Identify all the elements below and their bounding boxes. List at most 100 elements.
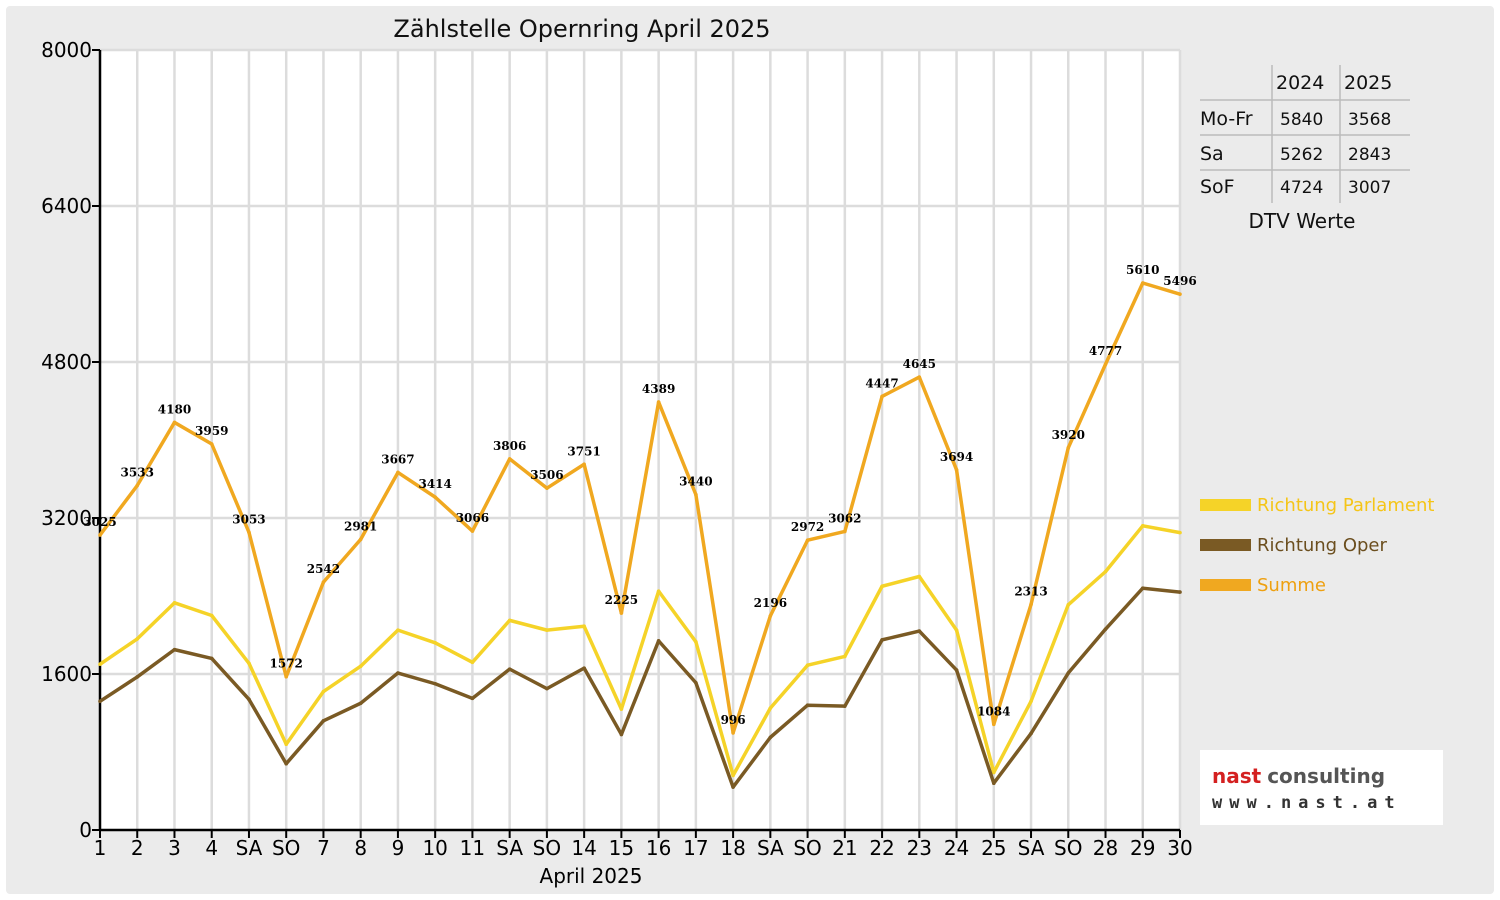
x-tick-label: 16 (646, 836, 671, 860)
data-point-richtung-oper (880, 638, 884, 642)
data-label: 3751 (567, 444, 600, 458)
x-tick-label: 21 (832, 836, 857, 860)
legend-label-oper: Richtung Oper (1257, 535, 1388, 556)
data-label: 2981 (344, 519, 377, 533)
x-tick-label: 29 (1130, 836, 1155, 860)
data-point-richtung-parlament (694, 640, 698, 644)
data-label: 2196 (754, 596, 787, 610)
data-point-richtung-parlament (396, 628, 400, 632)
data-point-richtung-oper (396, 671, 400, 675)
data-point-summe (1103, 362, 1108, 367)
x-tick-label: 9 (392, 836, 405, 860)
data-label: 5496 (1163, 274, 1196, 288)
y-tick-label: 6400 (41, 194, 92, 218)
data-point-richtung-parlament (1029, 699, 1033, 704)
data-point-richtung-parlament (507, 618, 512, 623)
data-label: 4645 (903, 357, 936, 371)
chart-title: Zählstelle Opernring April 2025 (393, 15, 770, 43)
dtv-cell: 2843 (1348, 145, 1391, 165)
x-tick-label: 18 (720, 836, 745, 860)
x-tick-label: SA (496, 836, 523, 860)
data-point-richtung-parlament (1140, 524, 1145, 528)
dtv-cell: 3568 (1348, 110, 1391, 130)
data-label: 996 (721, 713, 746, 727)
data-label: 3025 (83, 515, 116, 529)
x-tick-label: 11 (460, 836, 485, 860)
data-point-summe (284, 674, 289, 679)
series-line-richtung-parlament (99, 524, 1181, 778)
data-point-richtung-oper (843, 704, 847, 708)
data-label: 5610 (1126, 263, 1159, 277)
dtv-header-2024: 2024 (1276, 72, 1324, 94)
x-tick-label: 24 (944, 836, 969, 860)
data-point-richtung-parlament (991, 770, 996, 775)
data-label: 3066 (456, 511, 489, 525)
data-label: 2542 (307, 562, 340, 576)
data-point-richtung-oper (1029, 731, 1033, 736)
data-point-richtung-oper (470, 696, 475, 701)
data-point-richtung-parlament (433, 641, 437, 645)
logo-url: www.nast.at (1212, 793, 1402, 813)
data-label: 3667 (381, 452, 414, 466)
data-point-richtung-oper (991, 781, 996, 785)
x-tick-label: 7 (317, 836, 330, 860)
dtv-cell: 5262 (1280, 145, 1323, 165)
data-point-richtung-oper (358, 701, 363, 706)
nast-consulting-logo: nast consulting www.nast.at (1200, 750, 1443, 825)
x-tick-label: 28 (1093, 836, 1118, 860)
data-point-richtung-oper (656, 639, 661, 643)
data-point-summe (507, 457, 512, 461)
data-label: 4777 (1089, 344, 1122, 358)
data-point-summe (545, 486, 549, 490)
data-point-richtung-parlament (954, 628, 959, 632)
x-tick-label: 1 (94, 836, 107, 860)
data-point-richtung-oper (247, 697, 251, 702)
data-point-richtung-parlament (843, 654, 847, 659)
data-point-richtung-oper (917, 629, 922, 633)
data-point-richtung-oper (321, 719, 326, 723)
series-line-richtung-oper (99, 586, 1181, 789)
data-point-richtung-oper (433, 681, 437, 686)
data-point-summe (209, 442, 214, 446)
dtv-caption: DTV Werte (1249, 209, 1356, 233)
data-point-richtung-parlament (470, 660, 475, 665)
data-point-summe (470, 529, 475, 533)
data-label: 2972 (791, 520, 824, 534)
data-point-summe (1066, 446, 1071, 450)
data-label: 1084 (977, 704, 1010, 718)
dtv-cell: 4724 (1280, 178, 1323, 198)
x-tick-label: 15 (609, 836, 634, 860)
x-tick-label: SO (793, 836, 821, 860)
data-point-richtung-oper (284, 761, 289, 766)
y-tick-label: 1600 (41, 662, 92, 686)
x-tick-label: 25 (981, 836, 1006, 860)
data-point-richtung-parlament (247, 661, 251, 666)
data-point-summe (172, 420, 177, 425)
data-point-richtung-parlament (805, 663, 810, 668)
x-tick-label: 8 (354, 836, 367, 860)
data-label: 3694 (940, 450, 973, 464)
x-tick-label: SA (1018, 836, 1045, 860)
data-point-richtung-oper (619, 732, 624, 737)
dtv-cell: 3007 (1348, 178, 1391, 198)
data-label: 3806 (493, 439, 526, 453)
data-point-richtung-oper (954, 668, 959, 672)
data-label: 3414 (418, 477, 451, 491)
data-point-richtung-oper (172, 647, 177, 652)
data-point-richtung-parlament (768, 706, 773, 710)
data-point-summe (619, 611, 624, 615)
data-point-richtung-oper (1178, 590, 1182, 594)
data-point-summe (694, 492, 698, 497)
dtv-row-label: SoF (1200, 176, 1235, 198)
x-tick-label: 23 (907, 836, 932, 860)
data-point-summe (843, 529, 847, 534)
data-point-richtung-oper (582, 666, 586, 670)
data-point-summe (656, 400, 661, 404)
data-point-richtung-parlament (1066, 602, 1071, 607)
data-point-richtung-oper (768, 735, 773, 740)
data-point-richtung-parlament (582, 624, 586, 629)
dtv-row-label: Sa (1200, 143, 1224, 165)
data-point-richtung-parlament (209, 613, 214, 618)
data-point-richtung-parlament (98, 662, 102, 667)
